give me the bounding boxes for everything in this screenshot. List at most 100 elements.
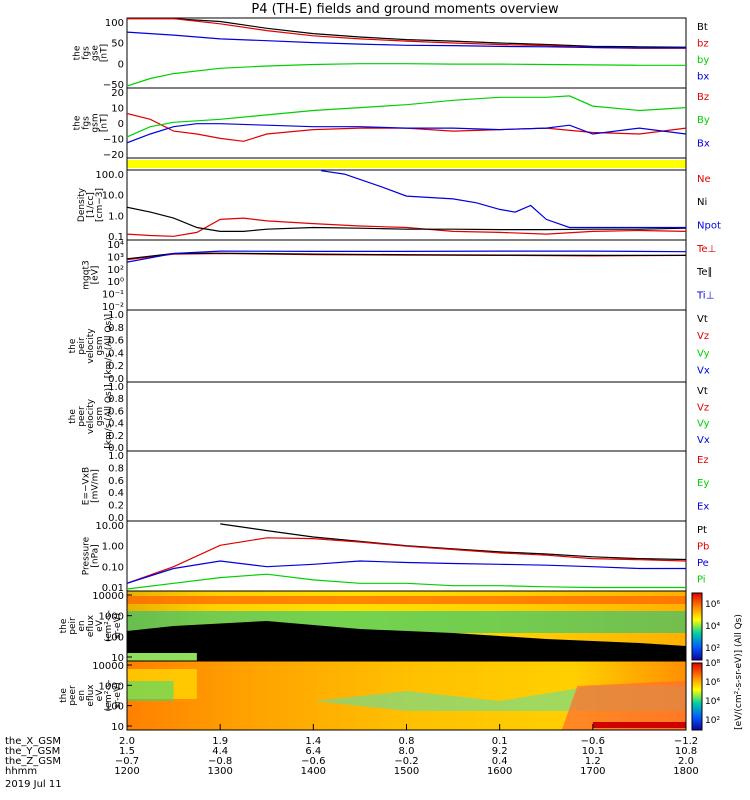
y-tick-label: 1000 [99,681,124,692]
y-tick-label: 1000 [99,612,124,623]
y-tick-label: 0 [118,59,124,70]
y-axis-label-line: en [77,690,87,701]
y-tick-label: 100 [105,702,124,713]
panel-frame [126,169,687,241]
y-axis-label-line: peir [77,337,87,355]
series-line-Npot [321,170,686,229]
y-axis-label: the fgs gse [nT] [73,44,110,62]
x-tick-label: 0.8 [399,736,415,747]
y-axis-label-line: [cm−3] [95,188,105,222]
series-line-Ni [126,206,687,232]
legend-label: Bz [697,92,709,103]
panel-frame [126,309,687,383]
y-axis-label-line: Density [77,187,87,222]
y-axis-label-line: fgs [82,46,92,60]
y-axis-label-line: gsm [95,407,105,426]
x-tick-label: 1400 [301,766,326,777]
panel-1: the fgs gsm [nT] 20 10 0 −10 −20 Bz By Bx [73,87,710,161]
panel-0: the fgs gse [nT] 100 50 0 −50 Bt bz by bx [73,17,709,91]
series-line-Ti⊥ [126,250,687,263]
y-axis-label-line: [km/s (All Qs)] [104,384,114,448]
y-axis-label-line: the [68,338,78,353]
y-tick-label: 1.0 [108,310,124,321]
legend-label: Bt [697,22,708,33]
y-tick-label: 0 [118,119,124,130]
x-tick-label: 1.4 [305,736,321,747]
panel-frame [126,520,687,592]
y-tick-label: 0.6 [108,336,124,347]
y-axis-label-line: the [73,115,83,130]
x-row-label: the_Y_GSM [5,746,60,757]
panel-frame [126,450,687,522]
y-tick-label: 10000 [92,591,124,602]
x-tick-label: 2.0 [119,736,135,747]
y-tick-label: 0.2 [108,501,124,512]
legend-label: Ne [697,174,711,185]
colorbar-tick: 10⁴ [705,622,720,632]
legend-label: Pt [697,525,707,536]
y-tick-label: 0.0 [108,443,124,454]
y-axis-label-line: (cm²-s- [104,610,114,642]
panel-5: the peir velocity gsm [km/s (All Qs)]1.0 0.8 0… [68,309,710,385]
y-axis-label-line: peir [68,617,78,635]
y-tick-label: 0.2 [108,431,124,442]
y-tick-label: 10² [107,265,124,276]
y-axis-label-line: eV [95,689,105,702]
legend-label: Pi [697,575,706,586]
legend-label: Vy [697,419,710,430]
x-row-label: hhmm [5,766,37,777]
y-tick-label: 10⁰ [107,277,124,288]
y-tick-label: 0.4 [108,348,124,359]
y-tick-label: 0.0 [108,374,124,385]
series-line-Pe [126,560,686,584]
colorbar-top [691,592,703,661]
y-axis-label: the peir velocity gsm [km/s (All Qs)] [68,314,114,378]
legend-label: Bx [697,138,710,149]
legend-label: Vt [697,314,708,325]
y-axis-label-line: gsm [95,336,105,355]
y-axis-label-line: peer [77,406,87,427]
x-tick-label: 1.2 [585,756,601,767]
y-axis-label-line: fgs [82,116,92,130]
heatmap-band-green [127,681,174,701]
y-tick-label: 100 [105,18,124,29]
y-axis-label-line: en [77,620,87,631]
y-axis-label-line: eV [95,619,105,632]
y-tick-label: 0.0 [108,513,124,524]
y-tick-label: 0.8 [108,394,124,405]
legend-label: By [697,115,710,126]
panel-frame [126,381,687,452]
y-axis-label-line: sr-eV) [113,613,123,639]
y-tick-label: 100.0 [95,170,124,181]
y-tick-label: 100 [105,632,124,643]
y-tick-label: 10.00 [95,521,124,532]
panel-2 [126,157,687,171]
colorbar-bottom [691,662,703,731]
colorbar-label: [eV/(cm²-s-sr-eV)] (All Qs) [734,614,744,730]
y-tick-label: 50 [111,39,124,50]
y-tick-label: 0.01 [102,583,124,594]
legend-label: Ex [697,501,709,512]
y-tick-label: 10 [111,104,124,115]
y-axis-label-line: [nT] [100,114,110,132]
series-line-Pb [126,537,687,584]
heatmap-band-high [127,596,686,604]
y-axis-label-line: the [68,409,78,424]
legend-label: Te⊥ [696,244,716,255]
x-tick-label: −1.2 [674,736,698,747]
y-tick-label: 0.8 [108,463,124,474]
y-axis-label: the fgs gsm [nT] [73,113,110,132]
y-axis-label: the peer en eflux eV (cm²-s-sr-eV) [59,679,123,711]
y-axis-label-line: the [59,618,69,633]
y-tick-label: 1.0 [108,451,124,462]
series-line-bx [126,31,686,49]
panel-6: the peer velocity gsm [km/s (All Qs)]1.00.80… [68,381,710,454]
y-tick-label: 0.6 [108,476,124,487]
y-axis-label-line: gse [91,45,101,61]
y-tick-label: −50 [103,80,124,91]
x-tick-label: 1500 [394,766,419,777]
y-axis-label-line: gsm [91,113,101,132]
y-tick-label: 0.6 [108,406,124,417]
y-axis-label-line: [km/s (All Qs)] [104,314,114,378]
